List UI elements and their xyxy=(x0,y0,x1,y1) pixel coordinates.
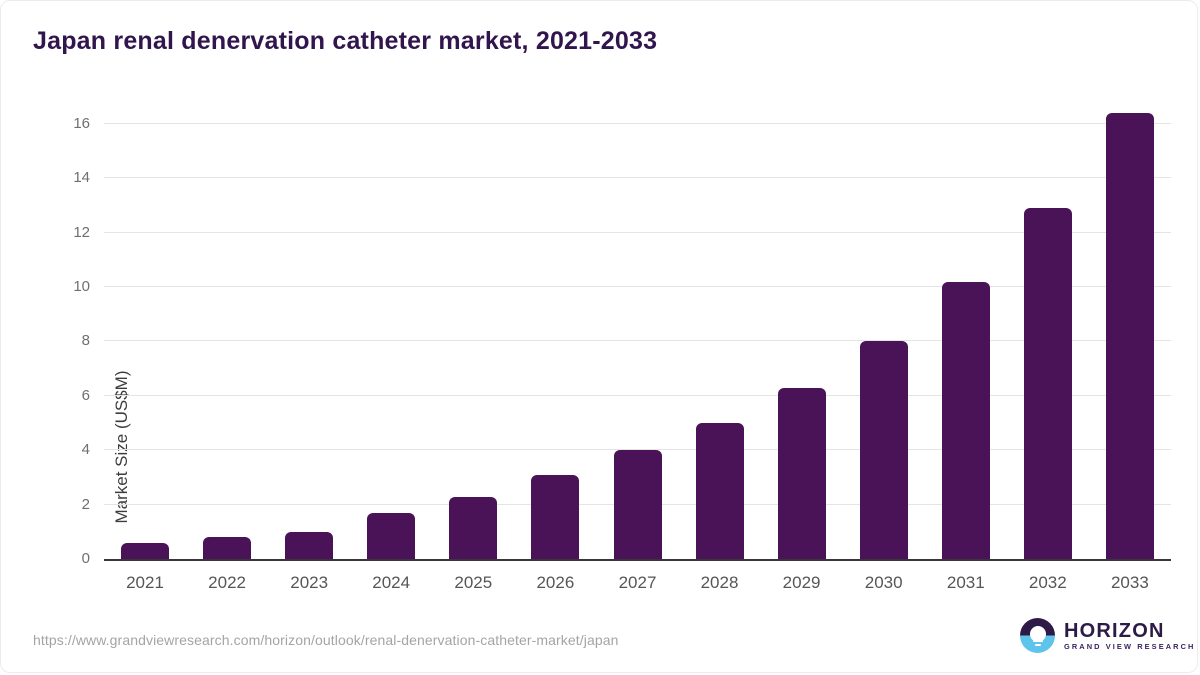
gridline-y6 xyxy=(104,394,1171,396)
y-tick-label-6: 6 xyxy=(81,386,90,404)
x-tick-label-2023: 2023 xyxy=(290,573,329,592)
y-tick-label-8: 8 xyxy=(81,332,90,350)
x-tick-label-2031: 2031 xyxy=(946,573,985,592)
gridline-y14 xyxy=(104,177,1171,179)
y-tick-label-10: 10 xyxy=(73,278,90,295)
x-tick-label-2026: 2026 xyxy=(536,573,575,592)
y-tick-label-2: 2 xyxy=(81,495,90,513)
y-tick-label-4: 4 xyxy=(81,441,90,459)
x-tick-label-2032: 2032 xyxy=(1028,573,1067,592)
y-tick-label-12: 12 xyxy=(73,223,90,241)
gridline-y4 xyxy=(104,449,1171,451)
x-tick-label-2028: 2028 xyxy=(700,573,739,592)
logo-name: HORIZON xyxy=(1064,619,1165,642)
bar-2025 xyxy=(449,496,498,559)
bar-2022 xyxy=(203,537,252,559)
bar-2033 xyxy=(1106,113,1154,559)
bar-2030 xyxy=(859,341,908,559)
bar-2024 xyxy=(367,512,416,559)
x-tick-label-2033: 2033 xyxy=(1110,573,1149,592)
y-tick-label-0: 0 xyxy=(81,550,90,567)
y-tick-label-14: 14 xyxy=(73,169,90,187)
gridline-y12 xyxy=(104,231,1171,233)
x-tick-label-2030: 2030 xyxy=(864,573,903,592)
x-tick-label-2022: 2022 xyxy=(208,573,246,592)
bar-2032 xyxy=(1023,208,1072,559)
x-tick-label-2021: 2021 xyxy=(126,573,164,592)
reflection-dash xyxy=(1032,639,1043,643)
plot-area: Market Size (US$M) 0 2 4 6 8 10 12 14 16 2021 2022… xyxy=(73,113,1171,592)
bar-2021 xyxy=(121,542,169,559)
horizon-logo: HORIZON GRAND VIEW RESEARCH xyxy=(1020,618,1195,653)
x-tick-label-2029: 2029 xyxy=(782,573,821,592)
horizon-sunset-icon xyxy=(1020,618,1055,653)
x-tick-label-2025: 2025 xyxy=(454,573,493,592)
bar-2027 xyxy=(613,450,662,559)
logo-subtitle: GRAND VIEW RESEARCH xyxy=(1064,641,1196,651)
chart-title: Japan renal denervation catheter market,… xyxy=(33,27,658,55)
x-tick-label-2027: 2027 xyxy=(618,573,657,592)
logo-text: HORIZON GRAND VIEW RESEARCH xyxy=(1064,619,1196,651)
gridline-y8 xyxy=(104,340,1171,342)
reflection-dash xyxy=(1034,643,1041,647)
bar-2028 xyxy=(695,423,744,559)
bar-2023 xyxy=(285,531,334,559)
gridline-y10 xyxy=(104,286,1171,287)
gridline-y16 xyxy=(104,122,1171,124)
y-tick-label-16: 16 xyxy=(73,114,90,132)
bar-2026 xyxy=(531,474,580,559)
sun-shape xyxy=(1029,626,1046,642)
bar-2031 xyxy=(941,281,990,559)
source-url: https://www.grandviewresearch.com/horizo… xyxy=(33,632,619,648)
x-tick-label-2024: 2024 xyxy=(372,573,411,592)
bar-2029 xyxy=(777,387,826,559)
